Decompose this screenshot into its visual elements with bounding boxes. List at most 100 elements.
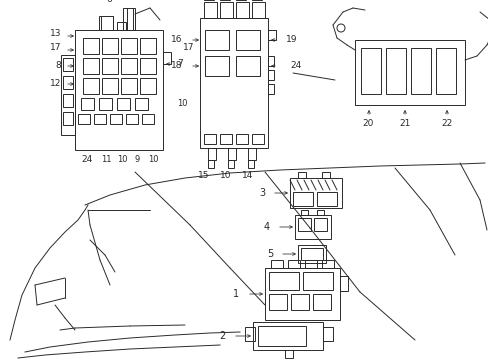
- Bar: [126, 114, 138, 124]
- Text: 5: 5: [266, 249, 272, 259]
- Bar: [354, 40, 464, 105]
- Bar: [207, 160, 214, 168]
- Bar: [163, 52, 171, 64]
- Bar: [117, 98, 130, 110]
- Bar: [244, 327, 254, 341]
- Bar: [294, 215, 330, 239]
- Bar: [303, 272, 332, 290]
- Bar: [360, 48, 380, 94]
- Text: 12: 12: [49, 80, 61, 89]
- Bar: [102, 78, 118, 94]
- Text: 3: 3: [258, 188, 264, 198]
- Bar: [140, 58, 156, 74]
- Bar: [316, 192, 336, 206]
- Bar: [142, 114, 154, 124]
- Bar: [99, 98, 112, 110]
- Bar: [99, 16, 113, 30]
- Bar: [123, 8, 135, 30]
- Bar: [63, 94, 73, 107]
- Bar: [121, 58, 137, 74]
- Bar: [251, 2, 264, 18]
- Text: 17: 17: [183, 44, 194, 53]
- Bar: [305, 260, 316, 268]
- Bar: [321, 260, 333, 268]
- Bar: [236, 134, 247, 144]
- Text: 2: 2: [218, 331, 224, 341]
- Text: 10: 10: [117, 156, 127, 165]
- Bar: [270, 260, 283, 268]
- Bar: [301, 210, 307, 215]
- Bar: [61, 55, 75, 135]
- Bar: [63, 112, 73, 125]
- Bar: [297, 218, 310, 231]
- Bar: [220, 134, 231, 144]
- Text: 20: 20: [362, 118, 373, 127]
- Bar: [121, 78, 137, 94]
- Bar: [236, 30, 260, 50]
- Bar: [140, 78, 156, 94]
- Bar: [203, 2, 217, 18]
- Text: 6: 6: [106, 0, 112, 4]
- Bar: [258, 326, 305, 346]
- Text: 15: 15: [198, 171, 209, 180]
- Text: 19: 19: [285, 36, 297, 45]
- Bar: [117, 22, 126, 30]
- Bar: [83, 38, 99, 54]
- Bar: [268, 272, 298, 290]
- Bar: [75, 30, 163, 150]
- Bar: [102, 58, 118, 74]
- Text: 4: 4: [264, 222, 269, 232]
- Bar: [285, 350, 292, 358]
- Text: 14: 14: [242, 171, 253, 180]
- Text: 11: 11: [101, 156, 111, 165]
- Bar: [102, 38, 118, 54]
- Bar: [110, 114, 122, 124]
- Bar: [203, 134, 216, 144]
- Bar: [289, 178, 341, 208]
- Bar: [287, 260, 299, 268]
- Text: 1: 1: [232, 289, 239, 299]
- Bar: [290, 294, 308, 310]
- Bar: [313, 218, 326, 231]
- Bar: [204, 30, 228, 50]
- Bar: [292, 192, 312, 206]
- Text: 9: 9: [134, 156, 140, 165]
- Bar: [297, 172, 305, 178]
- Bar: [83, 78, 99, 94]
- Bar: [323, 327, 332, 341]
- Bar: [267, 30, 275, 40]
- Bar: [297, 245, 325, 263]
- Bar: [321, 172, 329, 178]
- Bar: [207, 148, 216, 160]
- Text: 8: 8: [55, 62, 61, 71]
- Bar: [316, 210, 324, 215]
- Bar: [264, 268, 339, 320]
- Bar: [63, 58, 73, 71]
- Bar: [94, 114, 106, 124]
- Text: 16: 16: [170, 36, 182, 45]
- Bar: [267, 70, 273, 80]
- Bar: [251, 134, 264, 144]
- Bar: [200, 18, 267, 148]
- Bar: [236, 2, 248, 18]
- Bar: [267, 56, 273, 66]
- Text: 17: 17: [49, 44, 61, 53]
- Bar: [385, 48, 405, 94]
- Bar: [140, 38, 156, 54]
- Text: 24: 24: [289, 62, 301, 71]
- Bar: [78, 114, 90, 124]
- Bar: [227, 148, 236, 160]
- Text: 10: 10: [220, 171, 231, 180]
- Bar: [267, 84, 273, 94]
- Text: 10: 10: [177, 99, 187, 108]
- Bar: [81, 98, 94, 110]
- Bar: [135, 98, 148, 110]
- Bar: [121, 38, 137, 54]
- Bar: [204, 56, 228, 76]
- Bar: [312, 294, 330, 310]
- Bar: [247, 148, 256, 160]
- Bar: [268, 294, 286, 310]
- Text: 7: 7: [177, 59, 183, 68]
- Bar: [410, 48, 430, 94]
- Bar: [236, 56, 260, 76]
